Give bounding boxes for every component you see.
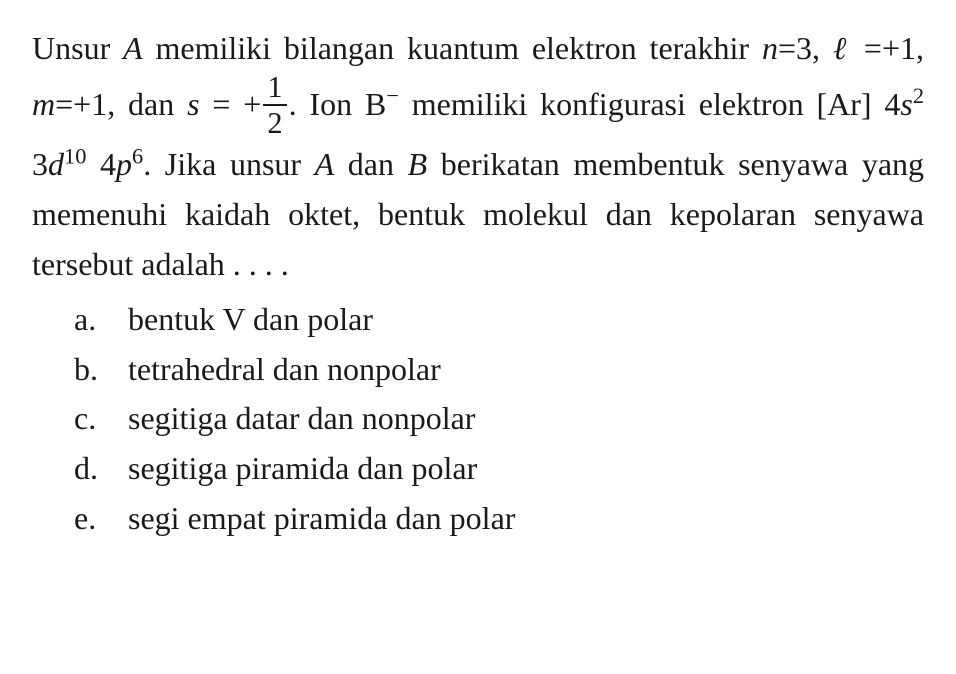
orbital-d: d	[48, 146, 64, 182]
option-c: c. segitiga datar dan nonpolar	[74, 394, 924, 444]
text-segment: memiliki bilangan kuantum elektron terak…	[143, 30, 762, 66]
text-segment: = +	[200, 85, 262, 121]
text-segment: =+1,	[851, 30, 924, 66]
text-segment: =+1, dan	[55, 85, 187, 121]
option-letter: d.	[74, 444, 128, 494]
text-segment: 3	[32, 146, 48, 182]
var-A: A	[123, 30, 143, 66]
option-text: segitiga datar dan nonpolar	[128, 394, 475, 444]
superscript-2: 2	[913, 83, 924, 108]
option-b: b. tetrahedral dan nonpolar	[74, 345, 924, 395]
option-text: segitiga piramida dan polar	[128, 444, 477, 494]
options-list: a. bentuk V dan polar b. tetrahedral dan…	[32, 295, 924, 543]
option-text: bentuk V dan polar	[128, 295, 373, 345]
var-n: n	[762, 30, 778, 66]
fraction-numerator: 1	[263, 72, 286, 106]
var-s: s	[187, 85, 199, 121]
text-segment: . Ion B	[289, 85, 387, 121]
text-segment: dan	[334, 146, 407, 182]
question-stem: Unsur A memiliki bilangan kuantum elektr…	[32, 24, 924, 289]
text-segment: . Jika unsur	[143, 146, 314, 182]
option-a: a. bentuk V dan polar	[74, 295, 924, 345]
var-ell: ℓ	[833, 30, 851, 66]
option-text: tetrahedral dan nonpolar	[128, 345, 441, 395]
fraction-one-half: 12	[263, 72, 286, 139]
text-segment: 4	[86, 146, 116, 182]
text-segment: =3,	[778, 30, 833, 66]
text-segment: memiliki konfigurasi elektron [Ar] 4	[399, 85, 900, 121]
option-letter: e.	[74, 494, 128, 544]
text-segment: Unsur	[32, 30, 123, 66]
option-letter: a.	[74, 295, 128, 345]
option-letter: b.	[74, 345, 128, 395]
superscript-10: 10	[64, 144, 86, 169]
orbital-s: s	[900, 85, 912, 121]
fraction-denominator: 2	[263, 106, 286, 138]
option-letter: c.	[74, 394, 128, 444]
option-e: e. segi empat piramida dan polar	[74, 494, 924, 544]
var-m: m	[32, 85, 55, 121]
var-A: A	[315, 146, 335, 182]
superscript-6: 6	[132, 144, 143, 169]
option-d: d. segitiga piramida dan polar	[74, 444, 924, 494]
var-B: B	[408, 146, 428, 182]
superscript-minus: −	[386, 83, 399, 108]
orbital-p: p	[116, 146, 132, 182]
option-text: segi empat piramida dan polar	[128, 494, 515, 544]
question-paragraph: Unsur A memiliki bilangan kuantum elektr…	[32, 24, 924, 289]
